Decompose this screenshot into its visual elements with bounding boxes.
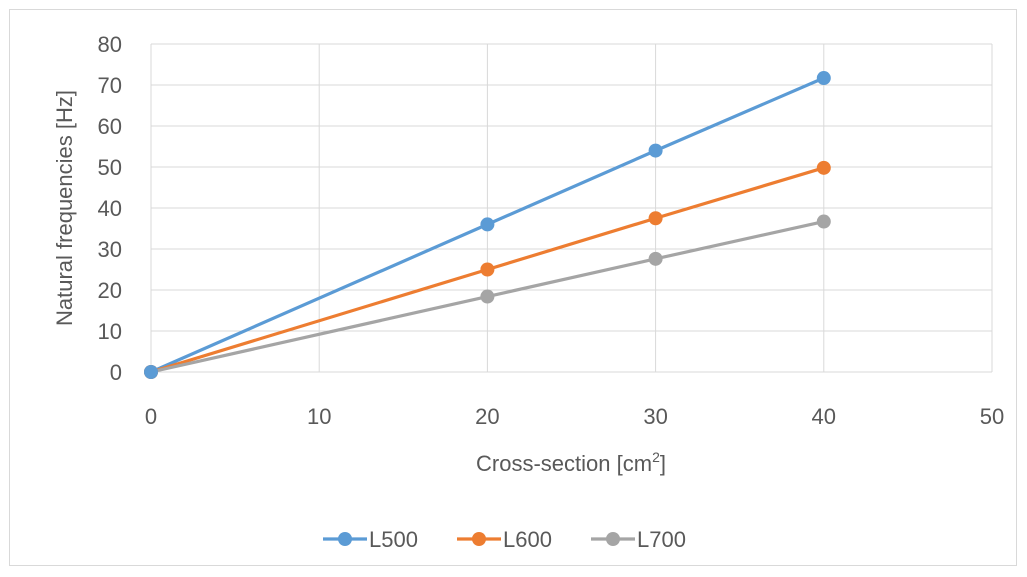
x-tick-label: 0 xyxy=(145,404,157,429)
legend-label: L600 xyxy=(503,527,552,552)
data-point-l700 xyxy=(480,289,495,304)
y-tick-label: 40 xyxy=(98,196,122,221)
y-tick-label: 70 xyxy=(98,73,122,98)
y-tick-label: 0 xyxy=(110,360,122,385)
legend-marker xyxy=(338,532,352,546)
data-point-l600 xyxy=(480,262,495,277)
series-line-l700 xyxy=(150,219,825,374)
x-tick-label: 50 xyxy=(980,404,1004,429)
x-axis-title-superscript: 2 xyxy=(652,449,660,465)
x-axis-title: Cross-section [cm2] xyxy=(476,449,666,476)
y-tick-label: 30 xyxy=(98,237,122,262)
series-markers xyxy=(144,71,831,379)
y-tick-label: 10 xyxy=(98,319,122,344)
y-tick-labels: 0 10 20 30 40 50 60 70 80 xyxy=(98,32,122,385)
x-tick-labels: 0 10 20 30 40 50 xyxy=(145,404,1004,429)
legend-label: L500 xyxy=(369,527,418,552)
x-tick-label: 10 xyxy=(307,404,331,429)
series-line-l500 xyxy=(150,76,825,374)
data-point-l500 xyxy=(648,143,663,158)
series-line-l600 xyxy=(150,166,825,374)
legend-marker xyxy=(606,532,620,546)
data-point-l600 xyxy=(816,160,831,175)
x-tick-label: 40 xyxy=(812,404,836,429)
chart-area xyxy=(9,9,1017,566)
legend-item-l600: L600 xyxy=(457,527,552,552)
legend-item-l700: L700 xyxy=(591,527,686,552)
data-point-l700 xyxy=(648,251,663,266)
legend: L500 L600 L700 xyxy=(323,527,686,552)
x-axis-title-close: ] xyxy=(660,451,666,476)
y-tick-label: 20 xyxy=(98,278,122,303)
data-point-l500 xyxy=(816,71,831,86)
legend-label: L700 xyxy=(637,527,686,552)
y-axis-title: Natural frequencies [Hz] xyxy=(52,90,77,326)
data-point-l500 xyxy=(144,365,158,379)
series-lines xyxy=(150,76,825,374)
legend-marker xyxy=(472,532,486,546)
x-tick-label: 30 xyxy=(643,404,667,429)
x-tick-label: 20 xyxy=(475,404,499,429)
y-tick-label: 80 xyxy=(98,32,122,57)
x-axis-title-base: Cross-section [cm xyxy=(476,451,652,476)
y-tick-label: 50 xyxy=(98,155,122,180)
data-point-l700 xyxy=(816,214,831,229)
grid-lines xyxy=(150,43,993,373)
y-tick-label: 60 xyxy=(98,114,122,139)
data-point-l600 xyxy=(648,211,663,226)
legend-item-l500: L500 xyxy=(323,527,418,552)
data-point-l500 xyxy=(480,217,495,232)
